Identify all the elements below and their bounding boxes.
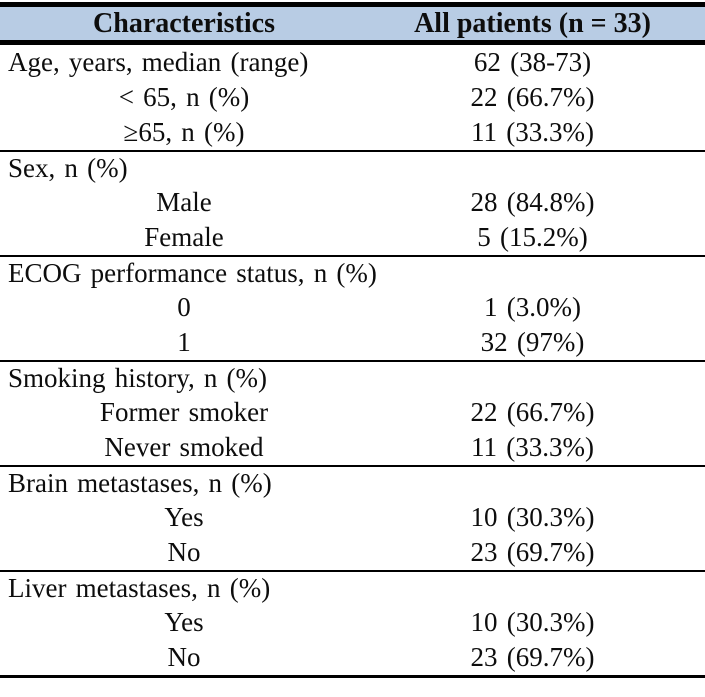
table-row: < 65, n (%) 22 (66.7%) [0, 80, 705, 115]
row-label: ECOG performance status, n (%) [8, 258, 377, 288]
row-label: Age, years, median (range) [8, 47, 309, 77]
patient-characteristics-table: Characteristics All patients (n = 33) Ag… [0, 2, 705, 678]
table-row: Former smoker 22 (66.7%) [0, 395, 705, 430]
table-row: Age, years, median (range) 62 (38-73) [0, 45, 705, 80]
row-value: 62 (38-73) [473, 47, 592, 77]
row-label: Yes [164, 502, 204, 532]
row-label: 1 [177, 327, 191, 357]
table-row: ≥65, n (%) 11 (33.3%) [0, 115, 705, 150]
row-label: Liver metastases, n (%) [8, 573, 271, 603]
table-row: Smoking history, n (%) [0, 360, 705, 395]
table-row: Male 28 (84.8%) [0, 185, 705, 220]
row-value: 23 (69.7%) [470, 642, 595, 672]
row-label: No [167, 537, 201, 567]
row-value: 1 (3.0%) [484, 292, 581, 322]
header-all-patients: All patients (n = 33) [414, 8, 651, 39]
row-value: 11 (33.3%) [471, 432, 594, 462]
row-label: Sex, n (%) [8, 153, 128, 183]
row-label: Female [144, 222, 224, 252]
row-value: 5 (15.2%) [477, 222, 588, 252]
table-row: Liver metastases, n (%) [0, 570, 705, 605]
table-row: No 23 (69.7%) [0, 535, 705, 570]
row-value: 10 (30.3%) [470, 502, 595, 532]
table-row: Yes 10 (30.3%) [0, 500, 705, 535]
table-row: ECOG performance status, n (%) [0, 255, 705, 290]
table-row: 0 1 (3.0%) [0, 290, 705, 325]
row-value: 28 (84.8%) [470, 187, 595, 217]
row-label: Former smoker [99, 397, 269, 427]
table-row: Never smoked 11 (33.3%) [0, 430, 705, 465]
row-label: < 65, n (%) [118, 82, 250, 112]
table-bottom-rule [0, 675, 705, 678]
table-row: Female 5 (15.2%) [0, 220, 705, 255]
row-label: ≥65, n (%) [123, 117, 245, 147]
row-value: 11 (33.3%) [471, 117, 594, 147]
table-row: Brain metastases, n (%) [0, 465, 705, 500]
row-value: 10 (30.3%) [470, 607, 595, 637]
row-value: 32 (97%) [480, 327, 585, 357]
row-value: 22 (66.7%) [470, 82, 595, 112]
row-label: Never smoked [104, 432, 264, 462]
row-label: No [167, 642, 201, 672]
patient-characteristics-page: Characteristics All patients (n = 33) Ag… [0, 2, 705, 678]
row-label: Yes [164, 607, 204, 637]
table-header-row: Characteristics All patients (n = 33) [0, 7, 705, 45]
table-row: Yes 10 (30.3%) [0, 605, 705, 640]
table-body: Age, years, median (range) 62 (38-73) < … [0, 45, 705, 675]
table-row: 1 32 (97%) [0, 325, 705, 360]
table-row: Sex, n (%) [0, 150, 705, 185]
row-label: Male [156, 187, 212, 217]
row-value: 23 (69.7%) [470, 537, 595, 567]
header-characteristics: Characteristics [93, 8, 275, 39]
row-value: 22 (66.7%) [470, 397, 595, 427]
row-label: Brain metastases, n (%) [8, 468, 272, 498]
table-row: No 23 (69.7%) [0, 640, 705, 675]
row-label: 0 [177, 292, 191, 322]
row-label: Smoking history, n (%) [8, 363, 268, 393]
